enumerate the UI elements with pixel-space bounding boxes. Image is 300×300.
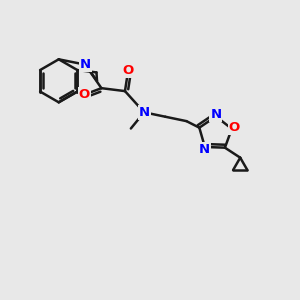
Text: N: N bbox=[210, 108, 221, 121]
Text: O: O bbox=[229, 121, 240, 134]
Text: N: N bbox=[80, 58, 91, 71]
Text: O: O bbox=[79, 88, 90, 101]
Text: N: N bbox=[199, 143, 210, 156]
Text: O: O bbox=[122, 64, 134, 77]
Text: N: N bbox=[139, 106, 150, 119]
